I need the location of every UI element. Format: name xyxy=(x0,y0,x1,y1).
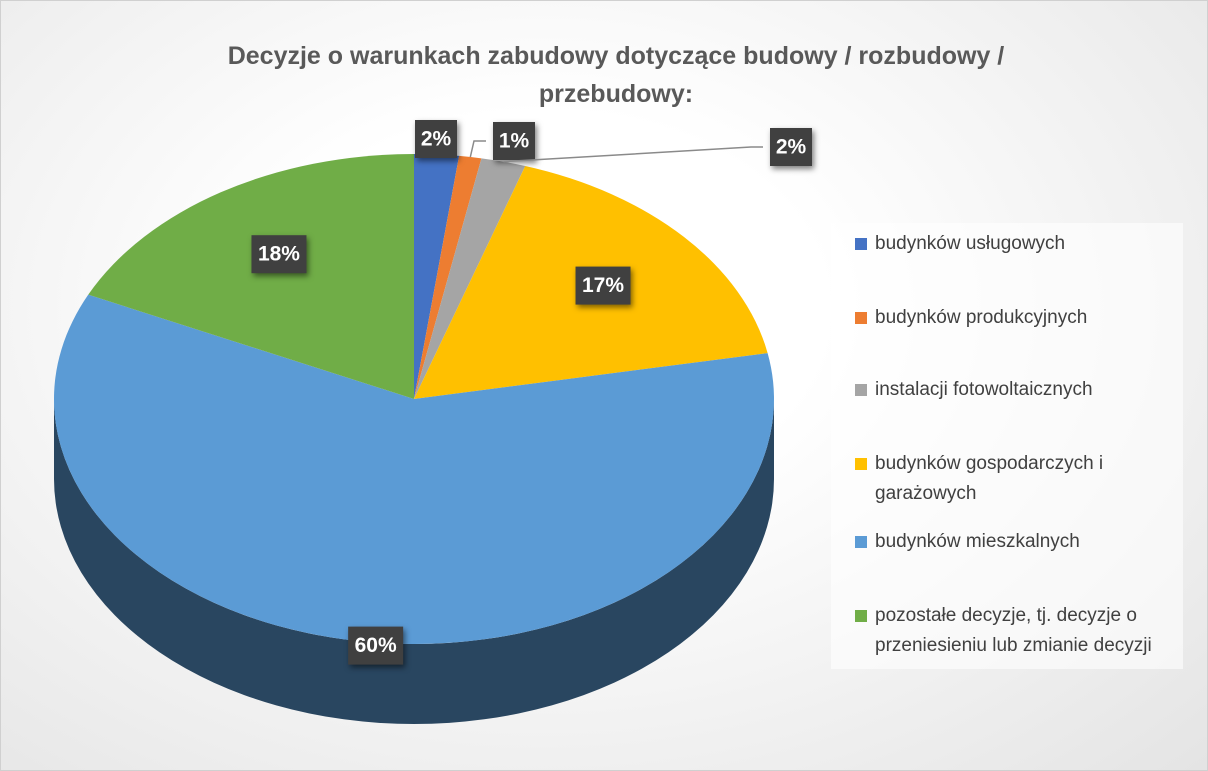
legend-entry: budynków usługowych xyxy=(851,229,1205,259)
slice xyxy=(53,294,775,644)
data-label: 2% xyxy=(776,136,807,159)
label-box xyxy=(348,626,404,665)
slice xyxy=(414,158,526,399)
legend-label: budynków gospodarczych i garażowych xyxy=(875,453,1104,504)
leader-line xyxy=(503,146,763,163)
data-label: 18% xyxy=(258,243,300,266)
legend-swatch xyxy=(855,610,867,622)
legend-swatch xyxy=(855,458,867,470)
slice-side xyxy=(54,399,774,724)
label-box xyxy=(493,122,535,160)
label-box xyxy=(251,235,307,274)
legend-label: budynków usługowych xyxy=(875,233,1066,254)
leader-line xyxy=(469,140,486,158)
data-label: 2% xyxy=(421,128,452,151)
legend-label: instalacji fotowoltaicznych xyxy=(875,379,1093,400)
legend-entry: budynków mieszkalnych xyxy=(851,527,1205,557)
legend-swatch xyxy=(855,536,867,548)
legend-label: budynków produkcyjnych xyxy=(875,307,1088,328)
legend-entry: instalacji fotowoltaicznych xyxy=(851,375,1205,405)
legend-swatch xyxy=(855,238,867,250)
legend-swatch xyxy=(855,312,867,324)
label-box xyxy=(770,128,812,166)
data-label: 60% xyxy=(355,634,397,657)
slice xyxy=(414,154,460,399)
legend: budynków usługowych budynków produkcyjnyc… xyxy=(831,223,1183,669)
legend-swatch xyxy=(855,384,867,396)
data-label: 1% xyxy=(499,130,530,153)
slice xyxy=(88,154,414,399)
chart-title: Decyzje o warunkach zabudowy dotyczące b… xyxy=(227,42,1005,108)
label-box xyxy=(415,120,457,158)
legend-entry: budynków produkcyjnych xyxy=(851,303,1205,333)
legend-label: pozostałe decyzje, tj. decyzje o przenie… xyxy=(875,605,1152,656)
legend-label: budynków mieszkalnych xyxy=(875,531,1080,552)
label-box xyxy=(575,266,631,305)
slice xyxy=(414,155,482,399)
legend-entry: pozostałe decyzje, tj. decyzje o przenie… xyxy=(851,601,1205,661)
legend-entry: budynków gospodarczych i garażowych xyxy=(851,449,1205,509)
data-label: 17% xyxy=(582,274,624,297)
